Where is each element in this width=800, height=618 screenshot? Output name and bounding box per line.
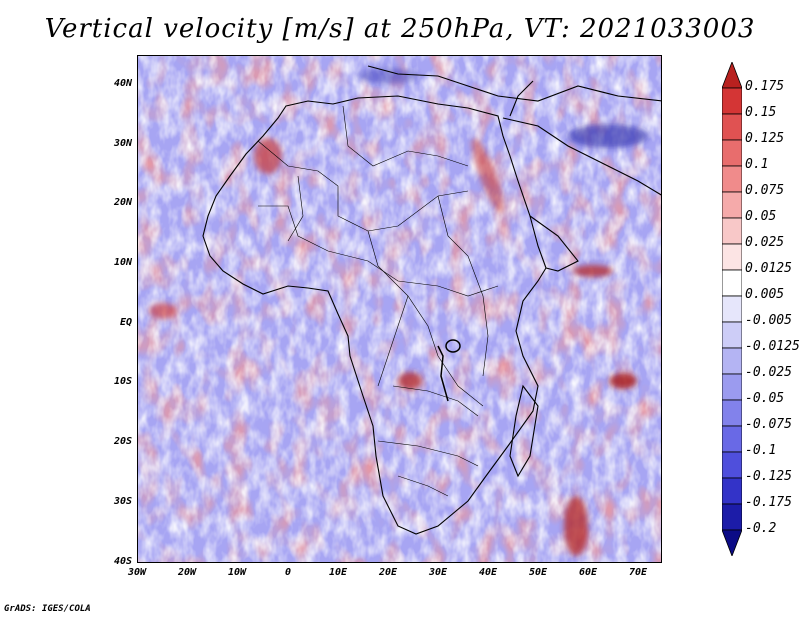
colorbar-bin	[722, 373, 742, 401]
colorbar-bin	[722, 451, 742, 479]
colorbar-label: -0.2	[745, 521, 777, 536]
colorbar-bin	[722, 243, 742, 271]
colorbar-label: -0.175	[745, 495, 792, 510]
country-borders	[257, 105, 499, 497]
colorbar-bin	[722, 165, 742, 193]
colorbar-bin	[722, 399, 742, 427]
colorbar-label: 0.005	[745, 287, 785, 302]
lat-label-40s: 40S	[113, 556, 132, 567]
strong-ascent-patches	[149, 68, 648, 556]
vertical-velocity-field	[138, 56, 661, 562]
lon-label-40e: 40E	[478, 567, 498, 578]
lon-label-0: 0	[284, 567, 292, 578]
colorbar-bin	[722, 87, 742, 115]
lon-label-10w: 10W	[227, 567, 247, 578]
colorbar-bin	[722, 113, 742, 141]
colorbar-label: 0.1	[745, 157, 769, 172]
colorbar-bin	[722, 347, 742, 375]
colorbar-label: -0.1	[745, 443, 777, 458]
lon-label-20w: 20W	[177, 567, 197, 578]
colorbar-bin	[722, 62, 742, 89]
colorbar-label: -0.0125	[745, 339, 800, 354]
lat-label-10n: 10N	[113, 257, 132, 268]
chart-title: Vertical velocity [m/s] at 250hPa, VT: 2…	[44, 14, 756, 44]
colorbar-label: -0.125	[745, 469, 792, 484]
colorbar-bins	[722, 62, 742, 556]
colorbar-label: 0.05	[745, 209, 777, 224]
lon-label-50e: 50E	[528, 567, 548, 578]
lon-label-10e: 10E	[328, 567, 348, 578]
colorbar-label: -0.05	[745, 391, 785, 406]
lat-label-30s: 30S	[113, 496, 132, 507]
lakes	[437, 339, 461, 402]
colorbar-bin	[722, 477, 742, 505]
colorbar-bin	[722, 191, 742, 219]
map-panel	[137, 55, 662, 563]
colorbar-label: -0.075	[745, 417, 792, 432]
colorbar-bin	[722, 295, 742, 323]
colorbar-bin	[722, 425, 742, 453]
lat-label-eq: EQ	[119, 317, 132, 328]
colorbar-label: 0.175	[745, 79, 785, 94]
colorbar	[722, 62, 742, 556]
colorbar-label: 0.025	[745, 235, 785, 250]
colorbar-bin	[722, 529, 742, 556]
lat-label-10s: 10S	[113, 376, 132, 387]
colorbar-label: 0.15	[745, 105, 777, 120]
colorbar-bin	[722, 503, 742, 531]
colorbar-label: 0.075	[745, 183, 785, 198]
colorbar-bin	[722, 269, 742, 297]
colorbar-bin	[722, 217, 742, 245]
lon-label-30e: 30E	[428, 567, 448, 578]
colorbar-bin	[722, 139, 742, 167]
colorbar-label: 0.0125	[745, 261, 792, 276]
coastlines	[202, 65, 661, 535]
lon-label-60e: 60E	[578, 567, 598, 578]
lat-label-20n: 20N	[113, 197, 132, 208]
lon-label-70e: 70E	[628, 567, 648, 578]
colorbar-label: 0.125	[745, 131, 785, 146]
lon-label-20e: 20E	[378, 567, 398, 578]
grads-credit: GrADS: IGES/COLA	[4, 604, 91, 614]
lat-label-30n: 30N	[113, 138, 132, 149]
lon-label-30w: 30W	[127, 567, 147, 578]
lat-label-20s: 20S	[113, 436, 132, 447]
colorbar-bin	[722, 321, 742, 349]
colorbar-label: -0.005	[745, 313, 792, 328]
lat-label-40n: 40N	[113, 78, 132, 89]
colorbar-label: -0.025	[745, 365, 792, 380]
